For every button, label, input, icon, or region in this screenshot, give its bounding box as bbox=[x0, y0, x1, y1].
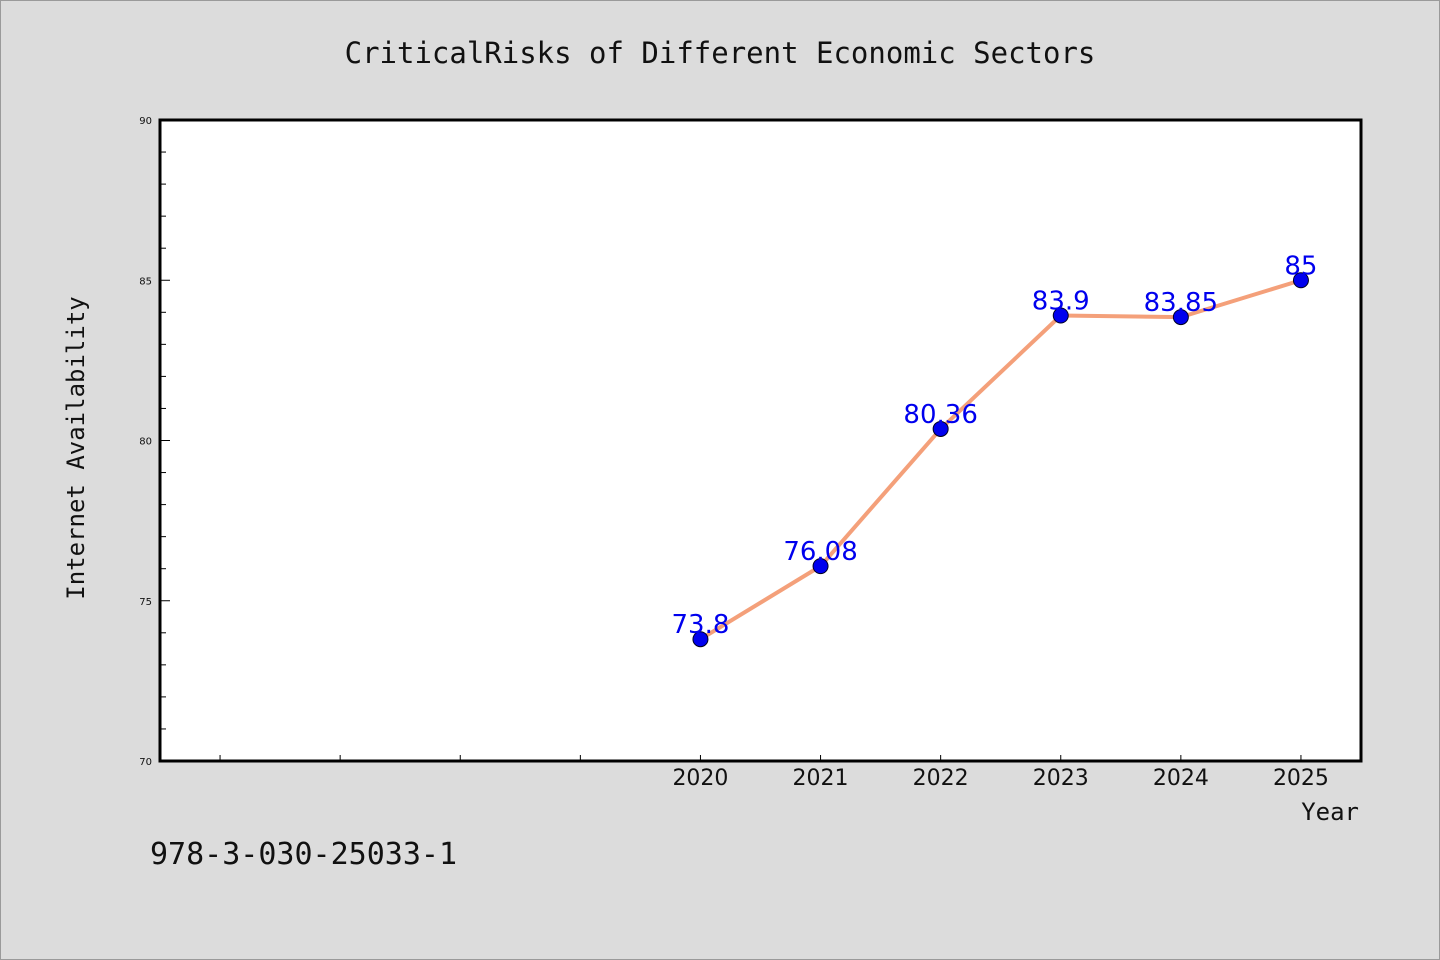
data-point bbox=[1172, 309, 1189, 326]
x-axis-label: Year bbox=[1301, 798, 1359, 826]
x-tick-label: 2023 bbox=[1033, 766, 1089, 791]
data-point bbox=[932, 420, 949, 437]
x-tick-label: 2020 bbox=[672, 766, 728, 791]
y-tick-label: 90 bbox=[139, 116, 152, 127]
plot-area bbox=[158, 118, 1363, 763]
y-tick-label: 75 bbox=[139, 597, 152, 608]
x-tick-label: 2024 bbox=[1153, 766, 1209, 791]
data-label: 85 bbox=[1284, 251, 1317, 281]
y-axis: 70 75 80 85 90 bbox=[139, 116, 170, 768]
y-tick-label: 80 bbox=[139, 437, 152, 448]
y-tick-label: 70 bbox=[139, 757, 152, 768]
y-tick-label: 85 bbox=[139, 276, 152, 287]
x-tick-label: 2022 bbox=[913, 766, 969, 791]
x-tick-label: 2021 bbox=[793, 766, 849, 791]
x-axis: 2020 2021 2022 2023 2024 2025 bbox=[219, 755, 1329, 791]
data-label: 83.85 bbox=[1144, 288, 1218, 318]
x-tick-label: 2025 bbox=[1273, 766, 1329, 791]
data-point bbox=[812, 558, 829, 575]
data-label: 73.8 bbox=[672, 610, 730, 640]
y-axis-label: Internet Availability bbox=[62, 296, 90, 599]
data-point bbox=[1052, 307, 1069, 324]
data-point bbox=[1292, 272, 1309, 289]
data-label: 80.36 bbox=[903, 400, 977, 430]
data-point bbox=[692, 631, 709, 648]
series-group: 73.8 76.08 80.36 83.9 83.85 85 bbox=[672, 251, 1317, 648]
series-line bbox=[698, 278, 1303, 642]
data-label: 76.08 bbox=[783, 537, 857, 567]
chart-title: CriticalRisks of Different Economic Sect… bbox=[345, 36, 1096, 70]
isbn-text: 978-3-030-25033-1 bbox=[150, 837, 457, 872]
data-label: 83.9 bbox=[1032, 287, 1090, 317]
